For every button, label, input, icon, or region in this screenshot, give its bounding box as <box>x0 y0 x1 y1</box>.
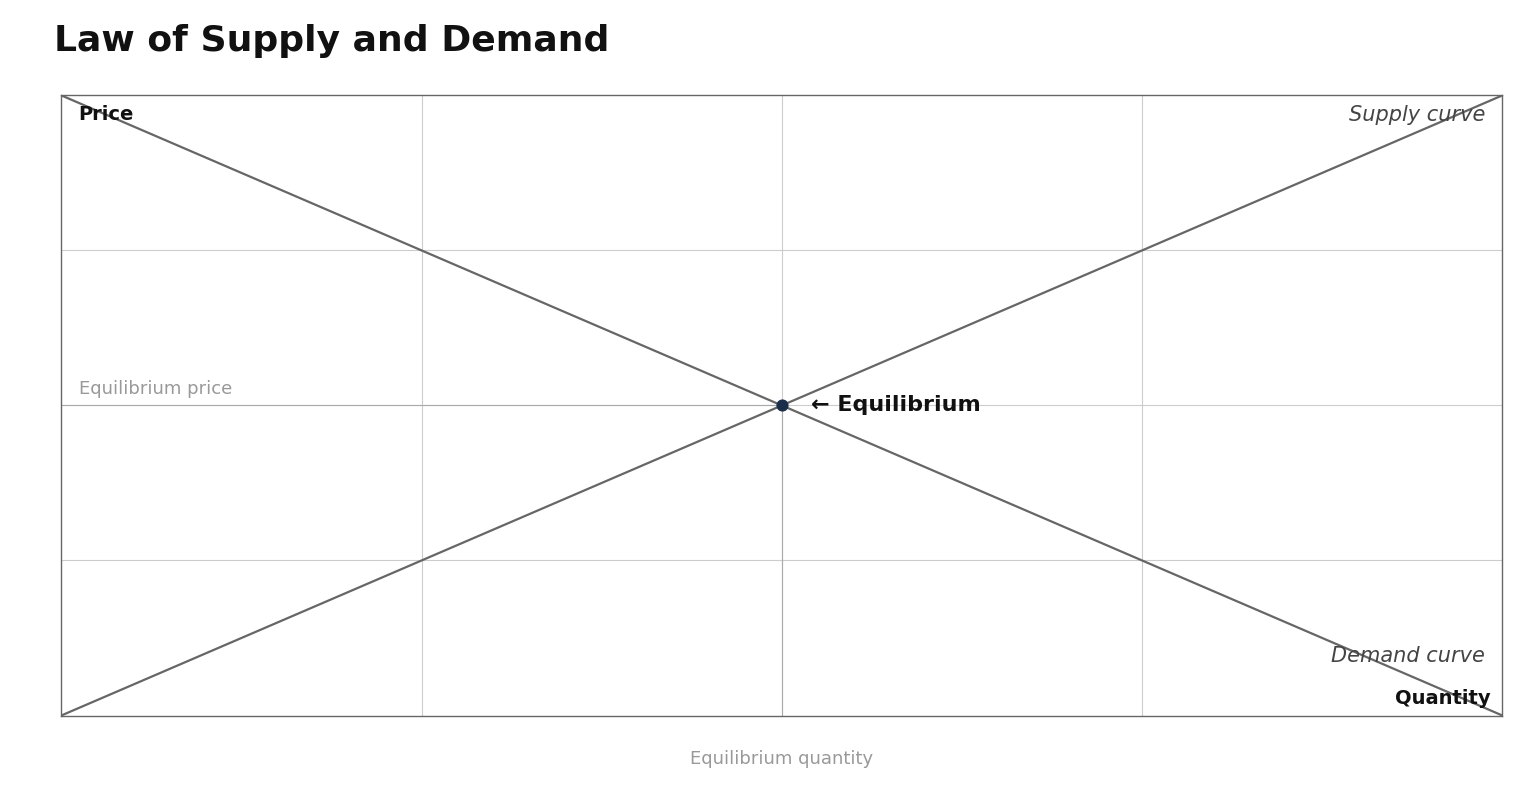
Text: ← Equilibrium: ← Equilibrium <box>811 395 981 416</box>
Text: Price: Price <box>78 105 133 124</box>
Text: Quantity: Quantity <box>1395 689 1490 708</box>
Text: Demand curve: Demand curve <box>1331 646 1485 666</box>
Text: Law of Supply and Demand: Law of Supply and Demand <box>54 24 609 58</box>
Text: Equilibrium quantity: Equilibrium quantity <box>690 750 874 768</box>
Text: Supply curve: Supply curve <box>1349 105 1485 125</box>
Point <box>770 399 794 412</box>
Text: Equilibrium price: Equilibrium price <box>78 380 231 398</box>
